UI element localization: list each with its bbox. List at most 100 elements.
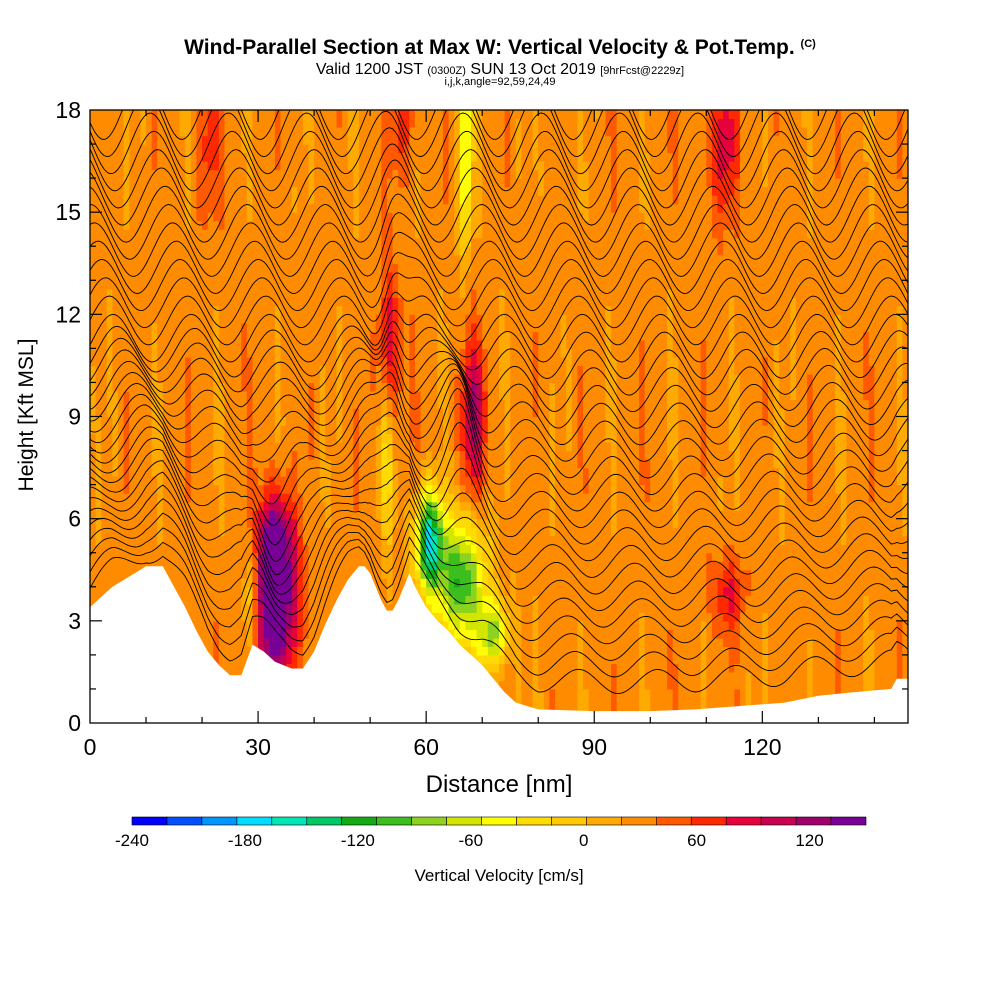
w-cell [140,416,147,426]
w-cell [302,220,310,230]
w-cell [325,161,332,171]
w-cell [118,246,125,256]
w-cell [465,501,472,511]
w-cell [330,297,338,307]
w-cell [386,535,394,545]
w-cell [241,493,248,503]
w-cell [123,527,130,537]
w-cell [129,510,136,520]
w-cell [146,407,153,418]
w-cell [386,399,394,409]
w-cell [431,365,438,375]
w-cell [286,331,293,341]
w-cell [213,118,220,128]
w-cell [196,544,203,554]
w-cell [196,271,203,281]
w-cell [286,399,293,409]
w-cell [308,152,315,162]
w-cell [319,314,326,324]
w-cell [246,322,254,332]
w-cell [269,390,276,401]
w-cell [375,501,382,511]
w-cell [319,246,326,256]
w-cell [174,527,181,537]
w-cell [274,110,282,120]
w-cell [241,297,248,307]
w-cell [218,229,226,239]
w-cell [465,280,472,290]
w-cell [129,416,136,426]
w-cell [476,603,483,613]
w-cell [263,271,270,281]
w-cell [263,152,270,162]
w-cell [118,484,125,494]
w-cell [431,510,438,520]
w-cell [448,484,455,494]
w-cell [185,442,192,452]
w-cell [291,663,298,673]
w-cell [297,229,304,239]
w-cell [459,527,466,537]
w-cell [246,544,254,554]
w-cell [258,305,265,315]
w-cell [123,535,130,545]
w-cell [347,373,354,384]
w-cell [297,356,304,367]
w-cell [258,442,265,452]
w-cell [241,220,248,230]
w-cell [336,348,343,358]
w-cell [252,373,259,384]
w-cell [123,561,130,571]
w-cell [151,237,158,247]
w-cell [95,135,102,145]
w-cell [168,365,175,375]
w-cell [90,254,97,264]
w-cell [95,569,102,579]
w-cell [118,144,125,154]
w-cell [325,544,332,554]
w-cell [302,518,310,528]
w-cell [280,220,287,230]
w-cell [291,654,298,664]
w-cell [230,552,237,562]
w-cell [246,561,254,571]
w-cell [151,212,158,222]
w-cell [207,373,214,384]
w-cell [291,322,298,332]
w-cell [230,663,237,673]
w-cell [174,493,181,503]
w-cell [269,135,276,145]
w-cell [409,220,416,230]
w-cell [151,305,158,315]
w-cell [375,110,382,120]
w-cell [202,314,209,324]
w-cell [235,263,242,273]
w-cell [342,459,349,469]
w-cell [202,382,209,392]
w-cell [291,186,298,196]
w-cell [386,203,394,213]
w-cell [330,339,338,349]
w-cell [465,152,472,162]
w-cell [179,433,186,443]
w-cell [157,195,164,205]
w-cell [437,484,444,494]
w-cell [263,373,270,384]
w-cell [319,569,326,579]
w-cell [106,390,114,401]
w-cell [286,442,293,452]
w-cell [370,425,377,435]
w-cell [112,442,119,452]
w-cell [364,356,371,367]
w-cell [118,339,125,349]
w-cell [230,544,237,554]
w-cell [90,314,97,324]
w-cell [202,118,209,128]
w-cell [179,254,186,264]
w-cell [286,339,293,349]
w-cell [286,544,293,554]
w-cell [330,527,338,537]
w-cell [241,237,248,247]
w-cell [342,110,349,120]
w-cell [274,288,282,298]
